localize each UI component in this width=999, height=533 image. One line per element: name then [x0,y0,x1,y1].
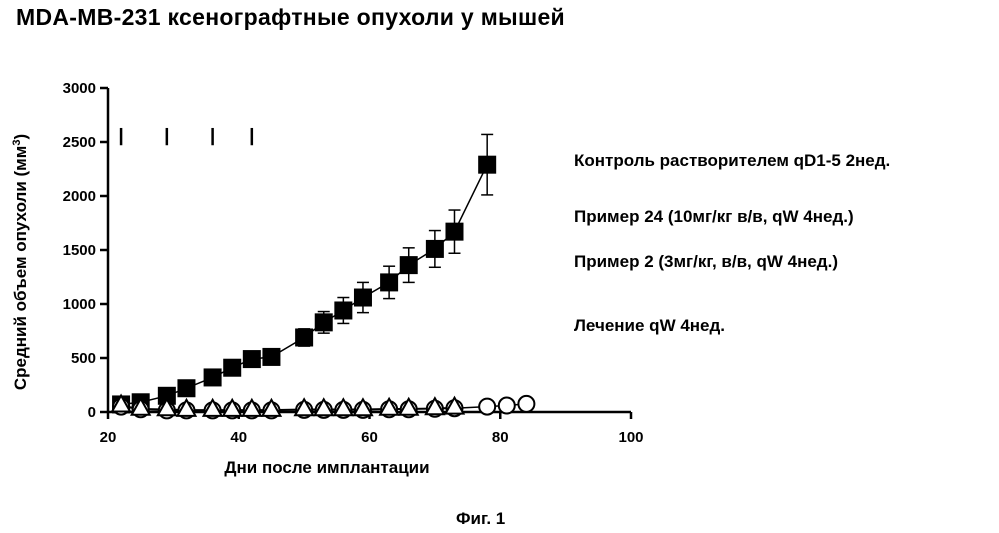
data-points [112,156,534,419]
square-point [354,289,372,307]
square-point [400,256,418,274]
y-tick-label: 500 [71,350,96,367]
square-point [478,156,496,174]
y-tick-label: 0 [88,404,96,421]
square-point [295,328,313,346]
y-tick-label: 1000 [63,296,96,313]
x-tick-label: 100 [618,429,643,446]
axes [108,88,631,412]
x-axis-label: Дни после имплантации [224,458,429,477]
square-point [380,273,398,291]
square-point [243,350,261,368]
figure-caption: Фиг. 1 [456,509,505,529]
square-point [204,368,222,386]
y-axis-label-text: Средний объем опухоли (мм [11,146,30,390]
y-axis-label-close: ) [11,134,30,140]
square-point [445,223,463,241]
square-point [177,379,195,397]
square-point [426,240,444,258]
series-line [121,165,487,405]
error-bars [246,134,493,362]
legend-item-example-2: Пример 2 (3мг/кг, в/в, qW 4нед.) [574,252,838,272]
x-tick-label: 40 [230,429,247,446]
y-tick-label: 1500 [63,242,96,259]
tick-labels: 0 500 1000 1500 2000 2500 3000 20 40 60 80 100 [63,80,644,446]
legend-item-example-24: Пример 24 (10мг/кг в/в, qW 4нед.) [574,207,854,227]
tick-marks [100,88,631,419]
series-lines [121,165,526,411]
legend-item-control: Контроль растворителем qD1-5 2нед. [574,151,890,171]
square-point [223,359,241,377]
circle-point [499,398,515,414]
y-tick-label: 3000 [63,80,96,97]
x-tick-label: 20 [100,429,117,446]
legend-item-treatment: Лечение qW 4нед. [574,316,725,336]
treatment-markers [121,128,252,145]
y-axis-label: Средний объем опухоли (мм3) [11,134,30,390]
circle-point [479,399,495,415]
x-tick-label: 60 [361,429,378,446]
square-point [262,348,280,366]
circle-point [518,396,534,412]
square-point [315,313,333,331]
y-tick-label: 2000 [63,188,96,205]
square-point [334,301,352,319]
y-tick-label: 2500 [63,134,96,151]
x-tick-label: 80 [492,429,509,446]
